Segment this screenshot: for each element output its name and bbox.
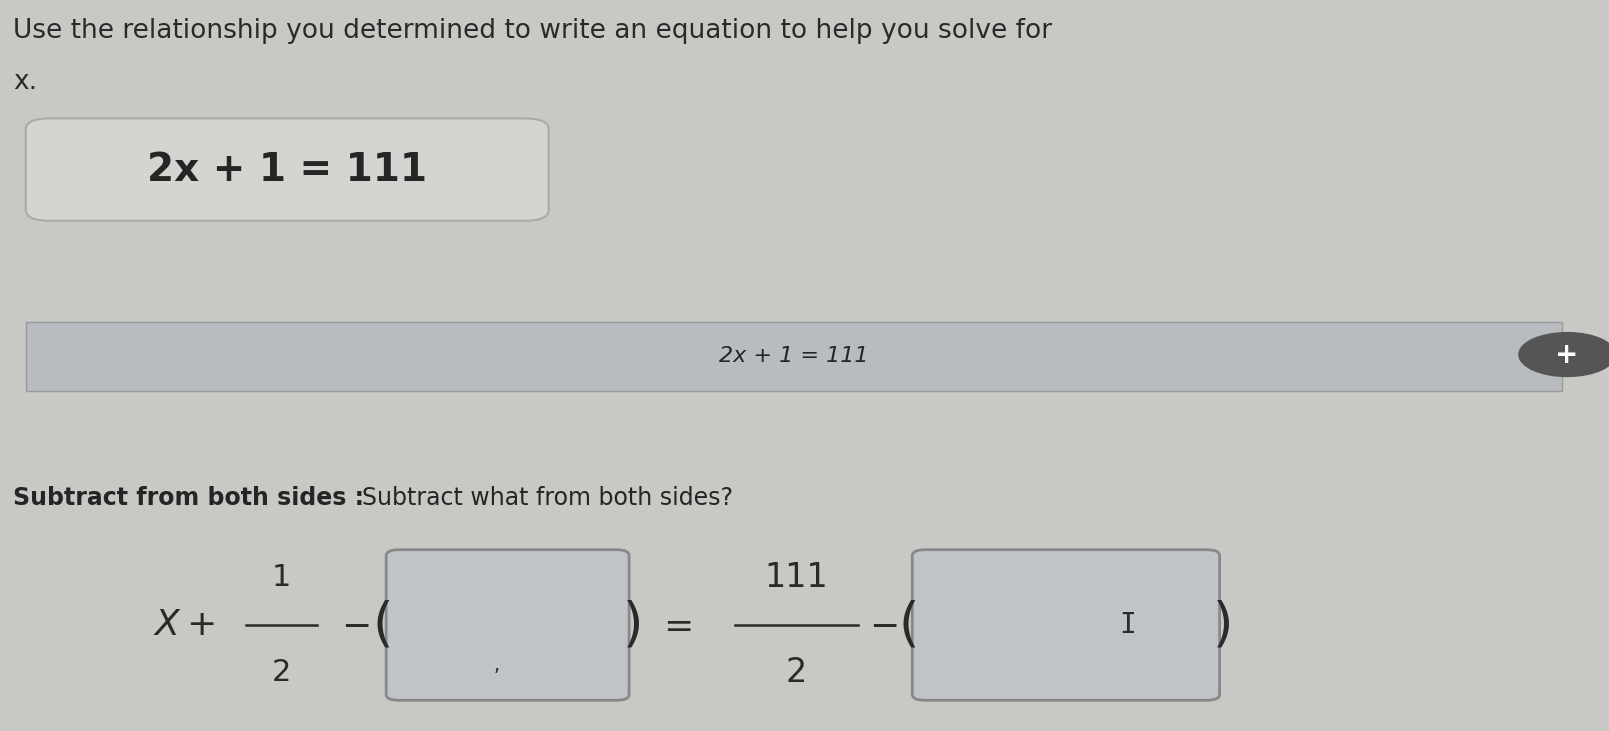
Text: (: (	[372, 599, 393, 651]
Text: 2: 2	[785, 656, 808, 689]
Circle shape	[1519, 333, 1609, 376]
FancyBboxPatch shape	[912, 550, 1220, 700]
Text: 2x + 1 = 111: 2x + 1 = 111	[146, 151, 428, 189]
Text: ,: ,	[494, 656, 500, 675]
Text: ): )	[1213, 599, 1234, 651]
Text: $X +$: $X +$	[153, 608, 214, 642]
Text: (: (	[898, 599, 919, 651]
Text: $=$: $=$	[656, 608, 692, 642]
FancyBboxPatch shape	[386, 550, 629, 700]
Text: 2: 2	[272, 658, 291, 687]
Text: 111: 111	[764, 561, 829, 594]
Text: Subtract what from both sides?: Subtract what from both sides?	[362, 486, 734, 510]
Text: Use the relationship you determined to write an equation to help you solve for: Use the relationship you determined to w…	[13, 18, 1052, 45]
Text: Subtract from both sides :: Subtract from both sides :	[13, 486, 364, 510]
Text: 1: 1	[272, 563, 291, 592]
FancyBboxPatch shape	[26, 322, 1562, 391]
Text: 2x + 1 = 111: 2x + 1 = 111	[719, 346, 869, 366]
Text: $-$: $-$	[341, 608, 370, 642]
Text: ): )	[623, 599, 644, 651]
Text: $-$: $-$	[869, 608, 898, 642]
Text: +: +	[1556, 341, 1578, 368]
FancyBboxPatch shape	[26, 118, 549, 221]
Text: I: I	[1120, 611, 1136, 639]
Text: x.: x.	[13, 69, 37, 96]
